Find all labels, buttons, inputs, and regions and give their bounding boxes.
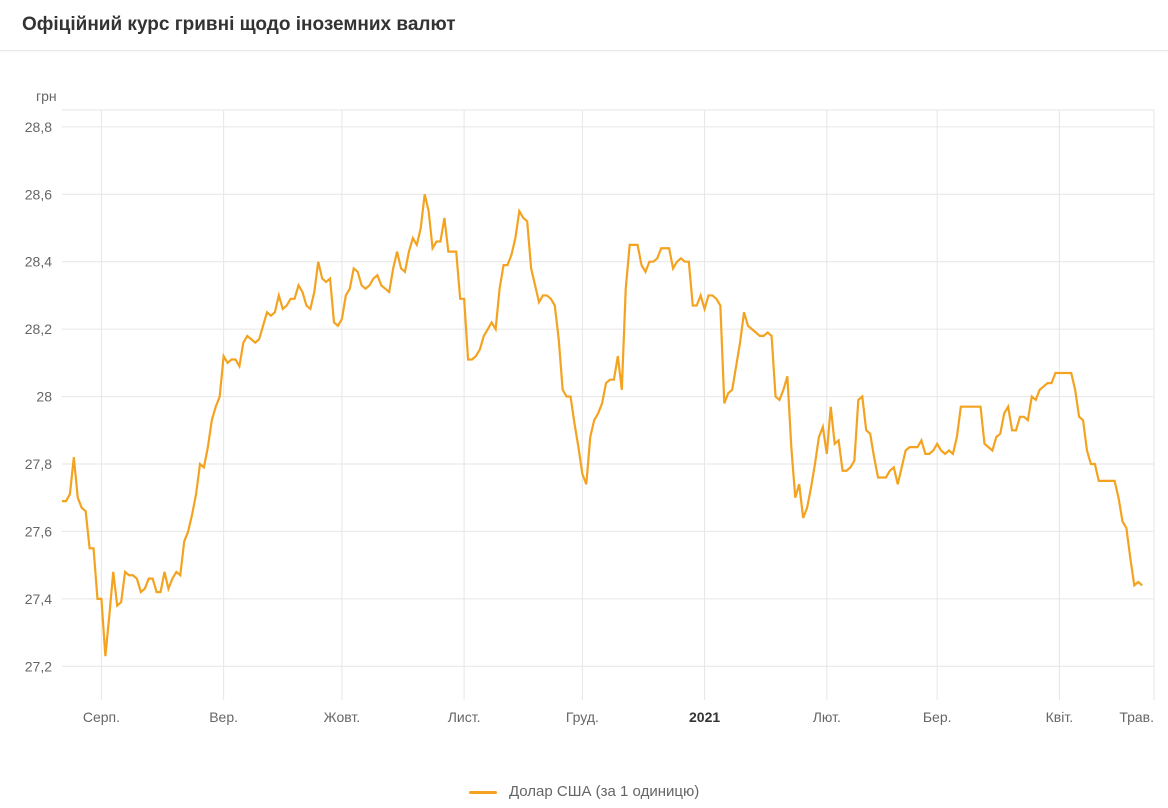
y-tick-label: 28,4 bbox=[25, 254, 52, 270]
plot-area: грн 27,2 27,4 27,6 27,8 28 28,2 28,4 28,6 28,8 Се… bbox=[0, 60, 1168, 760]
chart-container: Офіційний курс гривні щодо іноземних вал… bbox=[0, 0, 1168, 808]
x-tick-label: Лист. bbox=[448, 709, 481, 725]
y-tick-label: 28,6 bbox=[25, 186, 52, 202]
chart-svg: 27,2 27,4 27,6 27,8 28 28,2 28,4 28,6 28,8 Серп. В… bbox=[0, 60, 1168, 760]
x-tick-label: Серп. bbox=[83, 709, 120, 725]
legend-swatch bbox=[469, 791, 497, 794]
x-tick-label: 2021 bbox=[689, 709, 720, 725]
x-tick-label: Лют. bbox=[813, 709, 841, 725]
x-tick-label: Жовт. bbox=[324, 709, 360, 725]
legend-label: Долар США (за 1 одиницю) bbox=[509, 783, 699, 800]
y-tick-label: 28,8 bbox=[25, 119, 52, 135]
y-tick-label: 27,4 bbox=[25, 591, 52, 607]
chart-title: Офіційний курс гривні щодо іноземних вал… bbox=[0, 0, 1168, 51]
x-tick-label: Трав. bbox=[1119, 709, 1154, 725]
x-tick-label: Вер. bbox=[209, 709, 238, 725]
legend: Долар США (за 1 одиницю) bbox=[0, 783, 1168, 800]
x-tick-label: Квіт. bbox=[1046, 709, 1073, 725]
y-tick-label: 28 bbox=[36, 389, 52, 405]
y-tick-label: 27,8 bbox=[25, 456, 52, 472]
x-tick-label: Груд. bbox=[566, 709, 599, 725]
y-axis-title: грн bbox=[36, 88, 57, 104]
y-tick-label: 27,2 bbox=[25, 658, 52, 674]
x-tick-label: Бер. bbox=[923, 709, 952, 725]
y-tick-label: 28,2 bbox=[25, 321, 52, 337]
y-tick-label: 27,6 bbox=[25, 523, 52, 539]
